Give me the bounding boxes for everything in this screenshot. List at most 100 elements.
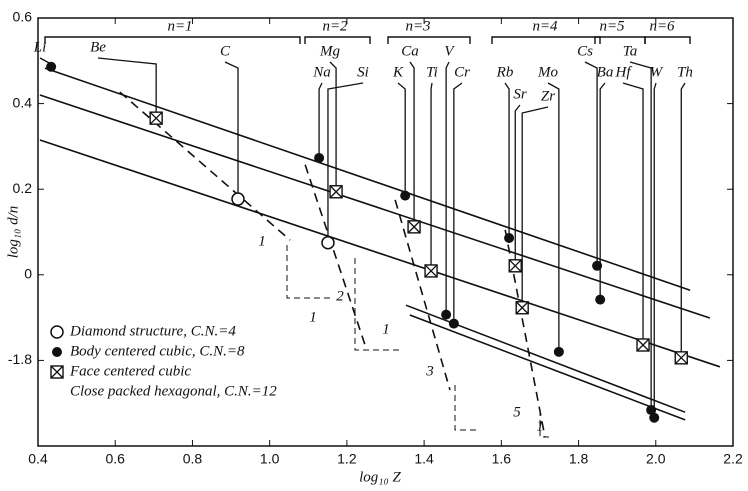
legend-marker [50,365,64,379]
legend-note: Close packed hexagonal, C.N.=12 [70,383,277,399]
slope-label: 1 [309,309,317,325]
slope-label: 2 [336,288,344,304]
slope-label: 1 [258,233,266,249]
leader-line [521,106,549,308]
data-point [149,111,163,125]
element-label: Cs [577,43,593,59]
group-label: n=5 [599,18,625,34]
y-tick-label: 0.6 [13,9,33,25]
data-point [504,232,515,243]
marker [321,235,335,250]
fit-line [44,67,691,291]
leader-line [430,82,433,271]
element-label: V [444,43,455,59]
group-label: n=1 [167,18,192,34]
marker [314,152,325,163]
element-label: Si [357,64,369,80]
marker [231,192,245,206]
marker [400,190,411,201]
data-point [595,294,606,305]
marker [46,61,57,72]
element-label: Be [90,39,106,55]
marker [553,346,564,357]
leader-line [445,61,450,315]
marker-cross [50,365,64,379]
x-tick-label: 1.4 [414,451,434,467]
group-brace [644,36,691,44]
y-tick-label: 0.2 [13,180,33,196]
marker [504,232,515,243]
slope-label: 5 [513,404,521,420]
data-point [407,220,421,234]
element-label: W [650,64,664,80]
element-label: Hf [615,64,633,80]
element-label: Th [677,64,693,80]
leader-line [329,61,337,192]
element-label: Li [33,39,47,55]
data-point [400,190,411,201]
marker [448,318,459,329]
plot-frame [37,17,734,447]
marker-cross [515,301,529,315]
element-label: Ca [401,43,419,59]
marker-cross [329,185,343,199]
y-tick-label: 0.4 [13,94,33,110]
legend-label: Face centered cubic [69,363,191,379]
element-label: Ti [426,64,438,80]
element-label: K [392,64,404,80]
leader-line [514,104,521,266]
marker-cross [424,264,438,278]
data-point [508,259,522,273]
leader-line [318,82,323,158]
leader-line [680,82,686,358]
leader-line [504,82,510,238]
x-tick-label: 2.2 [723,451,743,467]
group-label: n=3 [405,18,430,34]
slope-triangle [454,385,480,431]
x-tick-label: 0.4 [28,451,48,467]
marker-cross [674,351,688,365]
data-point [674,351,688,365]
legend-marker [50,325,64,339]
y-axis-label: log₁₀ d/n [5,206,21,259]
leader-line [409,61,415,227]
group-brace [491,36,601,44]
leader-line [327,82,364,243]
data-point [231,192,245,206]
x-tick-label: 0.6 [105,451,125,467]
leader-line [653,82,657,418]
element-label: Cr [454,64,470,80]
element-label: C [220,43,231,59]
leader-line [397,82,406,196]
data-point [553,346,564,357]
data-point [448,318,459,329]
element-label: Mg [319,43,340,59]
group-brace [387,36,471,44]
marker-cross [508,259,522,273]
leader-line [629,61,652,411]
fit-line [394,199,451,391]
fit-line [39,94,711,319]
slope-triangle [286,245,333,299]
slope-label: 1 [382,321,390,337]
element-label: Mo [537,64,558,80]
data-point [424,264,438,278]
fit-line [119,91,291,241]
leader-line [224,61,239,200]
legend-label: Body centered cubic, C.N.=8 [70,343,245,359]
leader-line [547,82,560,352]
marker-cross [636,338,650,352]
group-brace [44,36,301,44]
x-tick-label: 2.0 [646,451,666,467]
element-label: Na [312,64,331,80]
leader-line [453,82,463,324]
legend-marker [52,347,62,357]
data-point [515,301,529,315]
slope-label: 3 [425,363,434,379]
fit-line [39,139,721,368]
marker [50,325,64,339]
fit-line [409,314,686,421]
leader-line [584,61,598,266]
legend-label: Diamond structure, C.N.=4 [69,323,236,339]
